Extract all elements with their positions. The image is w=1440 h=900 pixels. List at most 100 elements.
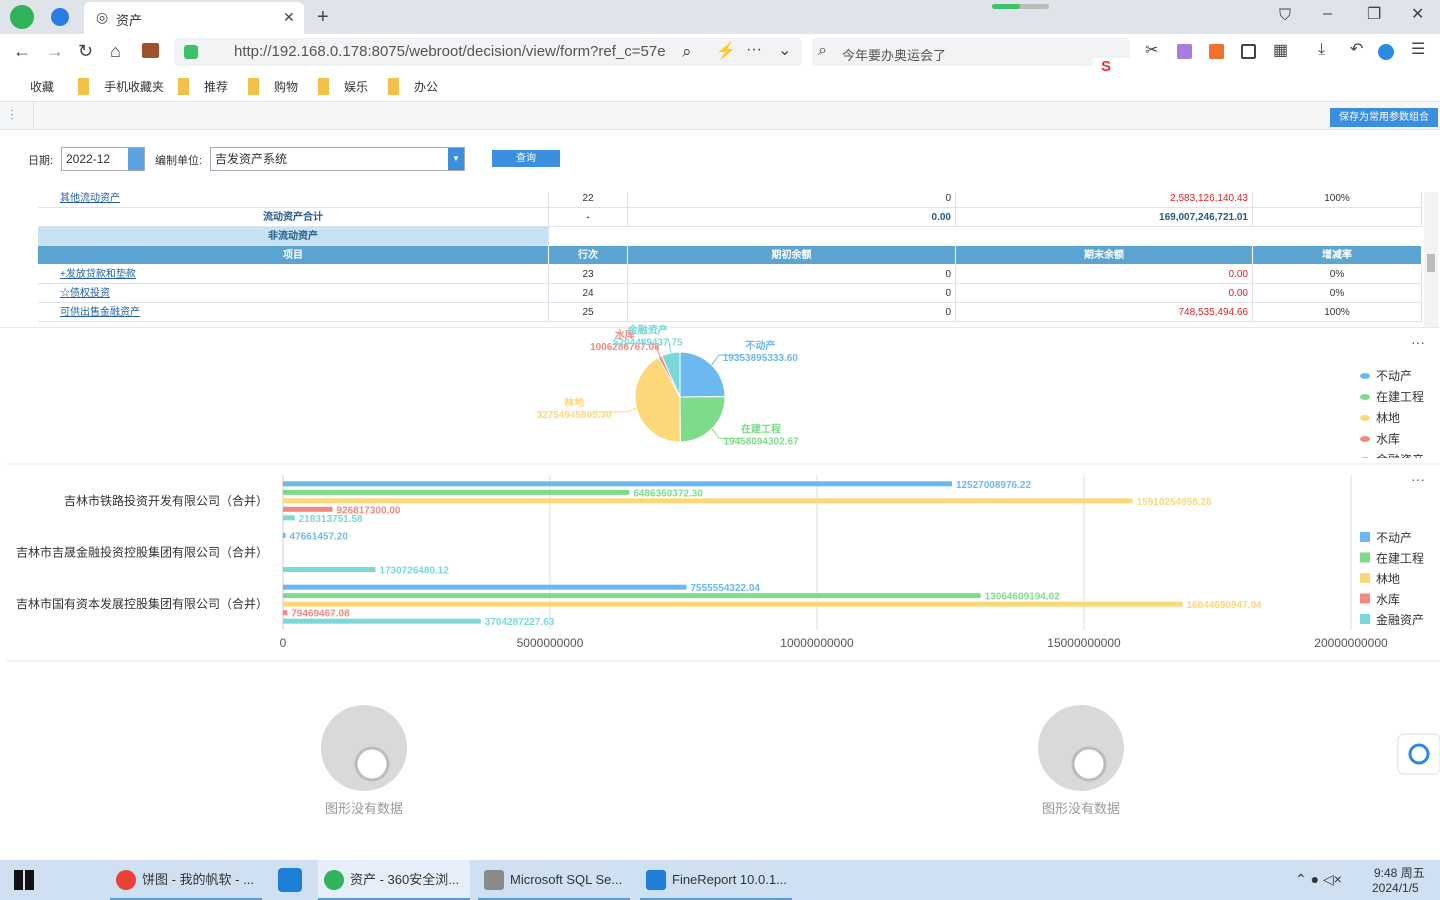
360-icon[interactable] bbox=[1378, 44, 1394, 60]
tab-title: 资产 bbox=[116, 13, 143, 28]
ext1[interactable] bbox=[1177, 44, 1192, 59]
undo[interactable]: ↶ bbox=[1350, 41, 1364, 58]
menu[interactable]: ☰ bbox=[1411, 41, 1426, 58]
legend-label: 在建工程 bbox=[1376, 389, 1424, 404]
table-header: 增减率 bbox=[1253, 246, 1422, 265]
bar-value-label: 12527008976.22 bbox=[956, 480, 1032, 491]
pie-value-label: 19353895333.60 bbox=[723, 353, 799, 364]
home[interactable]: ⌂ bbox=[110, 41, 121, 61]
browser-logo[interactable] bbox=[10, 5, 34, 29]
bookmark[interactable]: 手机收藏夹 bbox=[78, 78, 164, 95]
dropdown[interactable]: ⌄ bbox=[778, 42, 792, 59]
bar-value-label: 7555554322.04 bbox=[690, 583, 760, 594]
table-cell: 0.00 bbox=[956, 265, 1253, 284]
bar-value-label: 79469467.08 bbox=[291, 609, 350, 620]
app-icon bbox=[324, 870, 344, 890]
table-cell[interactable]: 其他流动资产 bbox=[38, 192, 549, 208]
skin-button[interactable]: ⛉ bbox=[1279, 7, 1292, 24]
empty-icon bbox=[1038, 705, 1124, 791]
leader-line bbox=[711, 428, 742, 439]
url-box[interactable]: http://192.168.0.178:8075/webroot/decisi… bbox=[174, 38, 802, 66]
taskbar-item[interactable]: FineReport 10.0.1... bbox=[640, 860, 792, 900]
app-icon[interactable] bbox=[142, 43, 159, 58]
date-input[interactable]: 2022-12 bbox=[61, 147, 145, 171]
close-window[interactable]: ✕ bbox=[1411, 6, 1425, 23]
pinned-tab[interactable] bbox=[51, 8, 69, 26]
unit-select[interactable]: 吉发资产系统 ▼ bbox=[210, 147, 465, 171]
progress bbox=[992, 4, 1049, 9]
bookmark[interactable]: 娱乐 bbox=[318, 78, 368, 95]
table-cell: 100% bbox=[1253, 303, 1422, 322]
table-cell: 100% bbox=[1253, 192, 1422, 208]
download[interactable]: ⤓ bbox=[1318, 41, 1326, 58]
restore[interactable]: ❐ bbox=[1367, 6, 1382, 23]
x-tick-label: 20000000000 bbox=[1314, 636, 1388, 650]
taskbar-item[interactable]: 资产 - 360安全浏... bbox=[318, 860, 470, 900]
taskbar-item[interactable]: 饼图 - 我的帆软 - ... bbox=[110, 860, 262, 900]
bookmark[interactable]: 收藏 bbox=[30, 80, 55, 94]
bar-value-label: 926817300.00 bbox=[336, 505, 400, 516]
ext3[interactable] bbox=[1241, 44, 1256, 59]
app-icon bbox=[484, 870, 504, 890]
legend-marker bbox=[1360, 373, 1370, 379]
minimize[interactable]: – bbox=[1323, 5, 1332, 22]
bar-value-label: 218313751.58 bbox=[299, 514, 363, 525]
search-url[interactable]: ⌕ bbox=[682, 42, 692, 61]
date-value: 2022-12 bbox=[66, 152, 111, 166]
float-button[interactable] bbox=[1397, 733, 1440, 775]
pie-menu[interactable]: ··· bbox=[1411, 334, 1425, 350]
report-toolbar: ⫶ 保存为常用参数组合 bbox=[0, 102, 1440, 130]
back[interactable]: ← bbox=[13, 41, 31, 61]
legend-label: 不动产 bbox=[1376, 369, 1412, 383]
apps[interactable]: ▦ bbox=[1273, 42, 1289, 59]
pie-label: 不动产 bbox=[745, 339, 775, 352]
more[interactable]: ··· bbox=[746, 41, 762, 58]
unit-value: 吉发资产系统 bbox=[215, 152, 288, 166]
settings-icon[interactable]: ⫶ bbox=[0, 102, 34, 130]
bookmark[interactable]: 办公 bbox=[388, 78, 438, 95]
new-tab[interactable]: + bbox=[317, 6, 329, 28]
tray[interactable]: ⌃ ● ◁× bbox=[1295, 871, 1342, 887]
bar-value-label: 47661457.20 bbox=[290, 532, 349, 543]
legend-label: 金融资产 bbox=[1376, 612, 1424, 627]
bar-value-label: 1730726480.12 bbox=[379, 566, 449, 577]
bar bbox=[283, 567, 376, 572]
cut[interactable]: ✂ bbox=[1145, 42, 1159, 59]
forward[interactable]: → bbox=[46, 41, 64, 61]
table-cell: 24 bbox=[549, 284, 628, 303]
speed[interactable]: ⚡ bbox=[716, 43, 736, 60]
table-cell[interactable]: +发放贷款和垫款 bbox=[38, 265, 549, 284]
legend-label: 水库 bbox=[1376, 431, 1400, 446]
search-text: 今年要办奥运会了 bbox=[842, 48, 947, 63]
bar-value-label: 3704287227.63 bbox=[485, 617, 555, 628]
pinned-app[interactable] bbox=[278, 868, 302, 892]
globe-icon: ◎ bbox=[96, 9, 109, 25]
bar-menu[interactable]: ··· bbox=[1411, 471, 1425, 487]
legend-label: 在建工程 bbox=[1376, 551, 1424, 566]
bookmark[interactable]: 推荐 bbox=[178, 78, 228, 95]
bar bbox=[283, 506, 333, 512]
scrollbar[interactable] bbox=[1424, 192, 1438, 327]
table-cell[interactable]: ☆债权投资 bbox=[38, 284, 549, 303]
no-data-text: 图形没有数据 bbox=[325, 801, 403, 816]
bar bbox=[283, 498, 1133, 504]
close-tab[interactable]: ✕ bbox=[283, 9, 295, 25]
taskbar: ⌃ ● ◁× 9:48 周五 2024/1/5 饼图 - 我的帆软 - ... 资… bbox=[0, 860, 1440, 900]
bookmark[interactable]: 购物 bbox=[248, 78, 298, 95]
query-button[interactable]: 查询 bbox=[492, 150, 560, 167]
start-button[interactable] bbox=[14, 870, 34, 890]
table-cell: 0% bbox=[1253, 284, 1422, 303]
table-cell[interactable]: 可供出售金融资产 bbox=[38, 303, 549, 322]
taskbar-item[interactable]: Microsoft SQL Se... bbox=[478, 860, 630, 900]
ext2[interactable] bbox=[1209, 44, 1224, 59]
bar-value-label: 6486360372.30 bbox=[633, 488, 703, 499]
search-box[interactable]: ⌕ 今年要办奥运会了 bbox=[812, 38, 1130, 66]
section-row: 非流动资产 bbox=[38, 227, 549, 246]
reload[interactable]: ↻ bbox=[78, 41, 94, 61]
save-params-button[interactable]: 保存为常用参数组合 bbox=[1330, 108, 1438, 127]
clock-date: 2024/1/5 bbox=[1372, 881, 1419, 895]
bar bbox=[283, 489, 630, 495]
tab[interactable]: ◎ 资产 ✕ bbox=[84, 2, 304, 34]
